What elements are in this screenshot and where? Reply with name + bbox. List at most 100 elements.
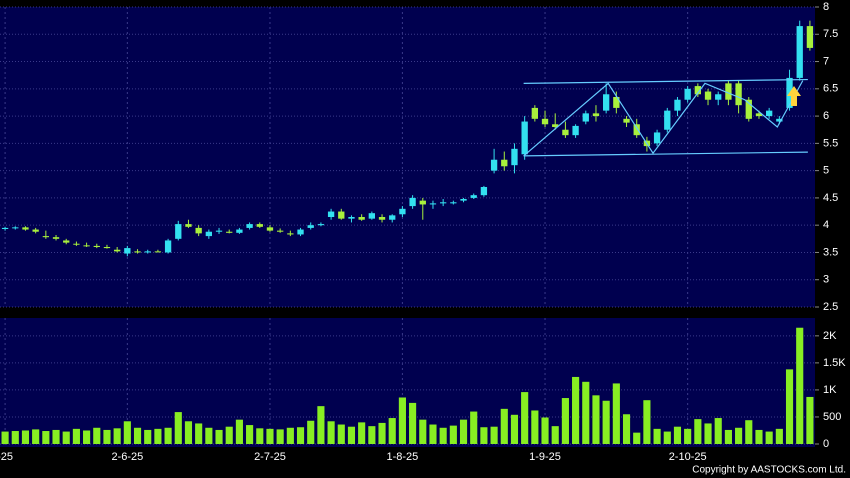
candle-body [246,224,253,228]
candle-body [470,195,477,198]
volume-bar [83,430,91,444]
candle-body [755,113,763,117]
volume-bar [684,428,692,444]
candle-body [439,202,447,204]
candle-body [297,229,304,235]
volume-bar [296,427,305,444]
candle-body [490,159,498,171]
volume-bar [52,429,60,444]
volume-bar [735,427,743,444]
candle-body [215,230,223,232]
candle-body [480,187,488,196]
candle-body [236,229,243,233]
y-tick-label: 3.5 [823,246,838,258]
y2-tick-label: 0 [823,438,829,450]
volume-bar [470,411,478,444]
candle-body [694,86,702,95]
y-tick-label: 7.5 [823,28,838,40]
y-tick-label: 7 [823,55,829,67]
volume-bar [429,424,437,444]
volume-bar [582,381,590,444]
volume-bar [612,383,620,444]
volume-bar [195,423,203,444]
candle-body [12,227,19,229]
candle-body [205,231,213,237]
candle-body [450,202,457,204]
candle-body [735,83,742,106]
volume-bar [592,395,600,444]
candle-body [674,99,681,111]
y-tick-label: 6.5 [823,83,838,95]
candle-body [806,26,814,48]
volume-bar [409,402,417,444]
candle-body [113,249,121,252]
volume-bar [745,420,753,444]
y-tick-label: 2.5 [823,301,838,313]
candle-body [317,224,325,226]
y-tick-label: 8 [823,1,829,13]
y2-tick-label: 1.5K [823,357,846,369]
volume-bar [724,429,732,444]
volume-bar [551,426,559,444]
candle-body [32,229,39,232]
candle-body [266,227,274,231]
candle-body [429,203,437,205]
volume-bar [42,431,50,444]
volume-bar [347,426,356,444]
candle-body [276,230,284,232]
candle-body [572,125,579,136]
volume-bar [510,414,519,444]
candle-body [195,227,202,234]
plot-layer: 2.5 3 3.5 4 4.5 5 5.5 6 6.5 7 7.5 8 0 500 1K 1.5K 2K -25 2… [0,1,846,463]
candle-body [684,88,691,100]
candle-body [531,107,539,119]
volume-bar [225,426,233,444]
candle-body [715,94,722,100]
trend-line [523,151,808,157]
volume-bar [184,421,193,444]
volume-bar [572,376,580,444]
volume-bar [704,423,712,444]
y2-tick-label: 2K [823,330,837,342]
volume-bar [246,425,254,444]
volume-bar [449,425,457,444]
candle-body [633,124,640,136]
candle-body [419,200,426,205]
candle-body [368,213,376,219]
candle-body [52,237,60,239]
volume-bar [32,429,40,444]
candle-body [1,227,9,229]
volume-bar [72,428,80,444]
volume-bar [154,428,162,444]
volume-bar [633,432,641,444]
candle-body [552,124,559,127]
volume-bar [11,431,19,444]
candle-body [287,233,294,235]
candle-body [73,243,80,245]
volume-bar [113,428,121,444]
candle-body [725,83,732,100]
y-tick-label: 4 [823,219,829,231]
trend-line [523,80,804,157]
signal-arrow [787,86,801,106]
volume-bar [714,418,722,444]
candle-body [378,217,386,220]
price-panel [0,7,815,307]
volume-bar [205,427,213,444]
y-tick-label: 4.5 [823,192,838,204]
candle-body [93,245,100,247]
volume-bar [561,398,569,444]
candle-body [175,224,182,239]
candle-body [745,99,752,119]
candle-body [144,251,151,253]
volume-bar [133,427,142,444]
volume-bar [439,427,447,444]
volume-bar [673,426,682,444]
volume-bar [307,420,315,444]
volume-bar [235,419,243,444]
volume-bar [215,429,223,444]
volume-bar [531,410,539,444]
candle-body [664,110,671,130]
candle-body [460,199,467,201]
